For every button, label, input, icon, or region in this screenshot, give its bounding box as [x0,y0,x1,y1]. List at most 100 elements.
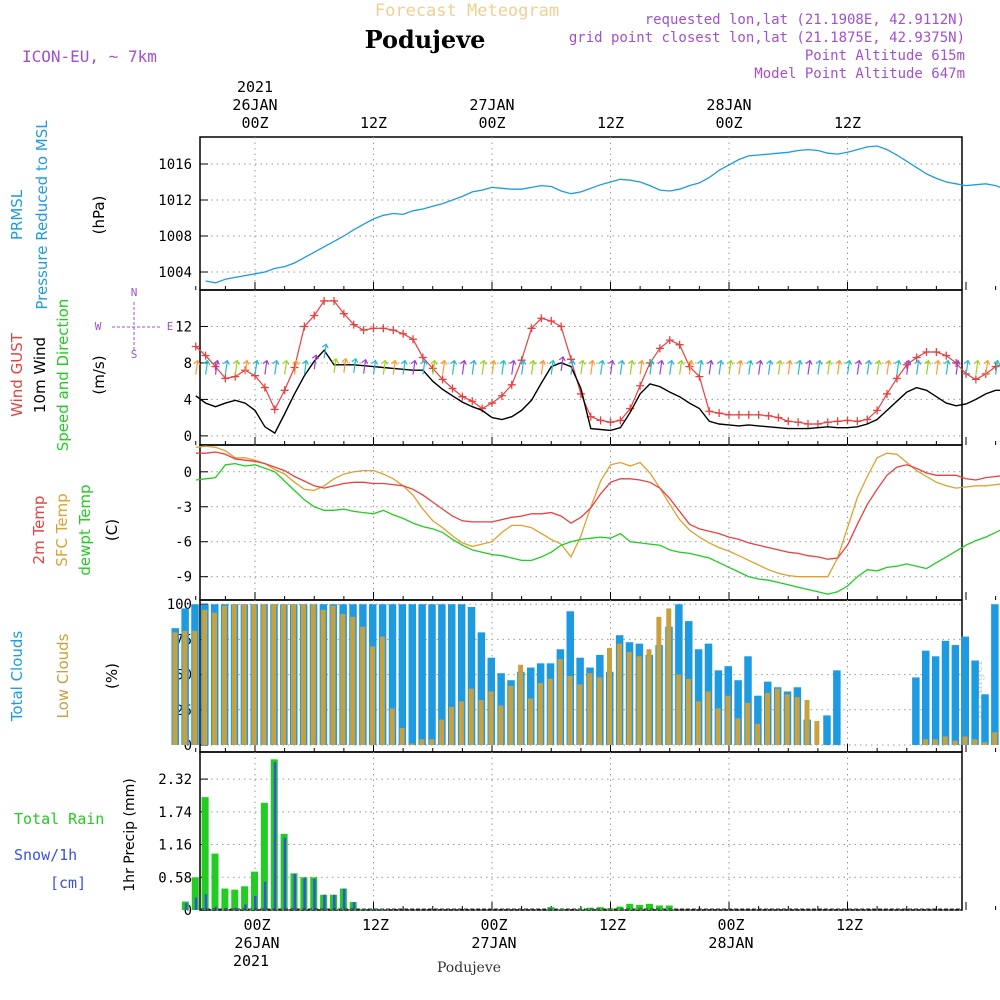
gust-marker [715,409,724,418]
y-tick-label: 1008 [158,229,192,245]
gust-marker [359,326,368,335]
precip-ylabel: 1hr Precip (mm) [122,778,138,891]
low-cloud-bar [597,677,603,745]
pressure-line [205,145,1000,284]
wind-direction-arrow [677,359,685,375]
bottom-time-axis: 00Z 12Z 00Z 12Z 00Z 12Z 26JAN 27JAN 28JAN 2021 [233,916,863,970]
snow-bar [303,877,306,910]
y-tick-label: 0 [184,738,192,754]
gust-marker [764,411,773,420]
temperature-panel: 0 -3 -6 -9 2m Temp SFC Temp dewpt Temp (C) [30,444,1000,601]
gust-marker [280,386,289,395]
gust-marker [517,356,526,365]
snow-bar [273,762,277,910]
low-cloud-bar [399,728,405,745]
compass-legend: W E N S [95,286,174,361]
total-cloud-bar [971,660,979,745]
wind-direction-arrow [874,359,882,375]
wind-direction-arrow [943,359,951,375]
top-tick-label: 12Z [597,114,624,132]
wind-direction-arrow [568,359,576,375]
top-year-label: 2021 [237,78,273,96]
compass-cross [112,302,160,350]
low-cloud-bar [774,688,780,745]
gust-marker [320,296,329,305]
wind-direction-arrow [410,359,418,375]
wind-direction-arrow [489,359,497,375]
wind-direction-arrow [351,357,359,373]
wind-direction-arrow [746,359,754,375]
gust-marker [991,362,1000,371]
gust-marker [221,374,230,383]
snow-bar [254,895,257,910]
snow-bar [194,897,198,910]
compass-letter: E [167,320,174,333]
gust-marker [389,326,398,335]
rain-bar [251,871,258,910]
wind-direction-arrow [529,359,537,375]
snow-bar [323,894,326,910]
low-cloud-bar [705,691,711,745]
requested-coords: requested lon,lat (21.1908E, 42.9112N) [645,12,965,28]
total-cloud-bar [714,670,723,745]
low-cloud-bar [656,616,662,745]
total-cloud-bar [477,632,486,745]
snow-bar [333,894,336,910]
y-tick-label: -9 [175,570,192,586]
snow-bar [214,906,217,910]
total-cloud-bar [694,649,703,745]
top-time-axis: 00Z 12Z 00Z 12Z 00Z 12Z 26JAN 27JAN 28JAN 2021 [232,78,861,132]
wind-direction-arrow [371,359,379,375]
rain-bar [191,877,199,910]
wind-direction-arrow [232,359,240,375]
low-cloud-bar [715,708,721,745]
wind-direction-arrow [914,359,922,375]
wind-direction-arrow [588,359,596,375]
low-cloud-bar [804,699,810,745]
wind-direction-arrow [460,359,467,375]
wind-direction-arrow [706,359,714,375]
gust-label: Wind GUST [8,332,26,417]
bottom-date-label: 26JAN [234,934,279,952]
wind-direction-arrow [697,359,704,375]
wind-direction-arrow [894,359,902,375]
total-cloud-bar [428,604,436,745]
wind-direction-arrow [716,359,724,375]
low-cloud-bar [528,698,533,745]
gust-marker [438,375,447,384]
gust-marker [616,416,625,425]
low-cloud-bar [636,656,642,745]
pressure-label-long: Pressure Reduced to MSL [33,120,51,310]
low-cloud-bar [923,739,928,745]
gust-marker [873,406,882,415]
low-cloud-bar [626,652,632,745]
gust-marker [448,384,457,393]
low-cloud-bar [577,684,583,745]
gust-marker [971,375,980,384]
gridpoint-coords: grid point closest lon,lat (21.1875E, 42… [569,30,965,46]
wind-direction-arrow [845,359,853,375]
wind-direction-arrow [469,359,477,375]
top-date-label: 27JAN [469,96,514,114]
wind-direction-arrow [647,359,655,375]
low-cloud-bar [557,659,563,745]
product-title: Forecast Meteogram [375,1,559,21]
gust-marker [665,336,674,345]
wind-gust-line [195,300,1000,425]
wind-direction-arrow [252,359,260,375]
low-cloud-bar [291,604,296,745]
total-cloud-bar [951,645,960,745]
rain-bar [636,904,644,910]
total-cloud-bar [941,640,950,745]
wind-direction-arrow [934,359,941,375]
bottom-date-label: 27JAN [471,934,516,952]
low-cloud-bar [607,647,612,745]
bottom-tick-label: 00Z [243,916,270,934]
pressure-panel: 1004 1008 1012 1016 PRMSL Pressure Reduced to… [8,120,1000,310]
gust-marker [468,397,477,406]
wind-direction-arrow [973,359,981,375]
wind-direction-arrow [262,359,270,375]
total-cloud-bar [931,656,940,745]
low-cloud-bar [429,739,435,745]
